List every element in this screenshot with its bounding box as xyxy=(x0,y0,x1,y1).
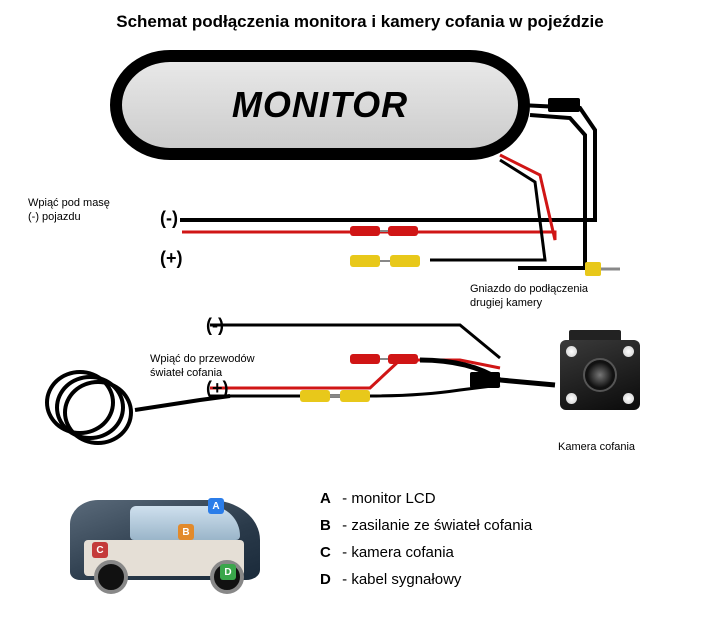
polarity-plus-bottom: (+) xyxy=(206,378,229,399)
tag-b: B xyxy=(178,524,194,540)
mirror-monitor: MONITOR xyxy=(110,50,530,160)
legend: A - monitor LCD B - zasilanie ze świateł… xyxy=(320,485,532,593)
label-second-camera: Gniazdo do podłączenia drugiej kamery xyxy=(470,282,588,311)
monitor-label: MONITOR xyxy=(232,84,408,126)
vehicle-illustration: A B C D xyxy=(70,480,270,600)
label-ground: Wpiąć pod masę (-) pojazdu xyxy=(28,196,110,225)
polarity-minus-bottom: (-) xyxy=(206,315,224,336)
polarity-minus-top: (-) xyxy=(160,208,178,229)
tag-d: D xyxy=(220,564,236,580)
tag-c: C xyxy=(92,542,108,558)
diagram-title: Schemat podłączenia monitora i kamery co… xyxy=(116,12,603,32)
tag-a: A xyxy=(208,498,224,514)
legend-d: kabel sygnałowy xyxy=(351,571,461,588)
cable-coil xyxy=(45,370,135,450)
label-reverse-wire: Wpiąć do przewodów świateł cofania xyxy=(150,352,255,381)
reverse-camera xyxy=(555,340,645,430)
label-camera: Kamera cofania xyxy=(558,440,635,454)
legend-a: monitor LCD xyxy=(351,490,435,507)
polarity-plus-top: (+) xyxy=(160,248,183,269)
legend-b: zasilanie ze świateł cofania xyxy=(351,517,532,534)
legend-c: kamera cofania xyxy=(351,544,454,561)
